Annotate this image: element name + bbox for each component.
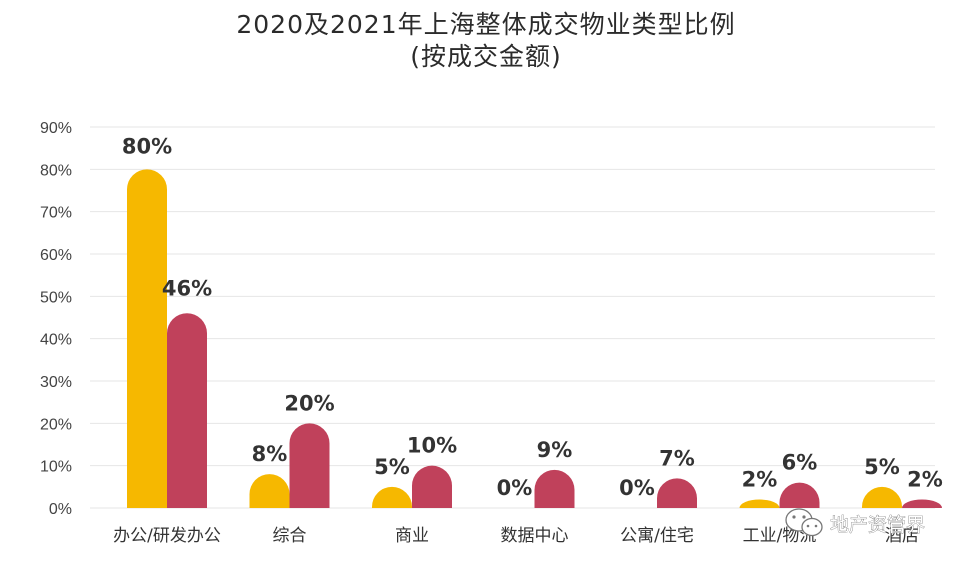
x-tick-label: 数据中心 — [501, 526, 569, 546]
gridlines — [90, 126, 935, 509]
wechat-icon — [785, 508, 823, 537]
y-tick-label: 40% — [40, 332, 72, 349]
y-tick-label: 10% — [40, 459, 72, 476]
x-tick-label: 办公/研发办公 — [113, 526, 221, 546]
data-labels: 80%46%8%20%5%10%0%9%0%7%2%6% 5%2% — [122, 134, 943, 500]
data-label-series-1: 8% — [252, 442, 288, 466]
y-tick-label: 20% — [40, 416, 72, 433]
y-tick-label: 0% — [49, 501, 72, 518]
bar-series-2 — [779, 482, 820, 508]
x-tick-label: 综合 — [273, 526, 307, 546]
data-label-series-2: 7% — [659, 446, 695, 470]
y-tick-label: 80% — [40, 162, 72, 179]
y-tick-label: 30% — [40, 374, 72, 391]
data-label-series-1: 0% — [497, 476, 533, 500]
bars — [127, 169, 942, 509]
data-label-series-1: 2% — [742, 468, 778, 492]
x-tick-label: 酒店 — [885, 526, 919, 546]
bar-series-2 — [902, 499, 942, 508]
data-label-series-2: 9% — [537, 438, 573, 462]
data-label-series-2: 10% — [407, 434, 457, 458]
bar-series-2 — [167, 313, 207, 508]
data-label-series-2: 6% — [782, 451, 818, 475]
data-label-series-1: 0% — [619, 476, 655, 500]
y-tick-label: 60% — [40, 247, 72, 264]
y-tick-label: 90% — [40, 120, 72, 137]
bar-series-2 — [412, 465, 452, 508]
bar-series-1 — [739, 499, 780, 508]
bar-series-2 — [289, 423, 330, 508]
watermark-text: 地产资管界 — [830, 514, 925, 536]
watermark: 地产资管界 — [785, 508, 925, 537]
chart-title-line-1: 2020及2021年上海整体成交物业类型比例 — [236, 10, 735, 39]
bar-series-2 — [534, 469, 575, 508]
chart-title-line-2: (按成交金额) — [410, 42, 562, 71]
bar-series-1 — [862, 486, 902, 508]
y-axis-ticks: 0% 10% 20% 30% 40% 50% 60% 70% 80% 90% — [40, 120, 72, 518]
bar-series-1 — [372, 486, 412, 508]
data-label-series-2: 2% — [907, 468, 943, 492]
data-label-series-1: 80% — [122, 134, 172, 158]
bar-series-1 — [127, 169, 167, 509]
x-tick-label: 公寓/住宅 — [620, 526, 694, 546]
data-label-series-2: 20% — [284, 391, 334, 415]
bar-series-2 — [657, 478, 697, 508]
data-label-series-1: 5% — [864, 455, 900, 479]
x-tick-label: 商业 — [395, 526, 429, 546]
data-label-series-2: 46% — [162, 276, 212, 300]
bar-series-1 — [249, 474, 290, 508]
y-tick-label: 50% — [40, 289, 72, 306]
chart-title: 2020及2021年上海整体成交物业类型比例 (按成交金额) — [236, 10, 735, 71]
data-label-series-1: 5% — [374, 455, 410, 479]
y-tick-label: 70% — [40, 205, 72, 222]
